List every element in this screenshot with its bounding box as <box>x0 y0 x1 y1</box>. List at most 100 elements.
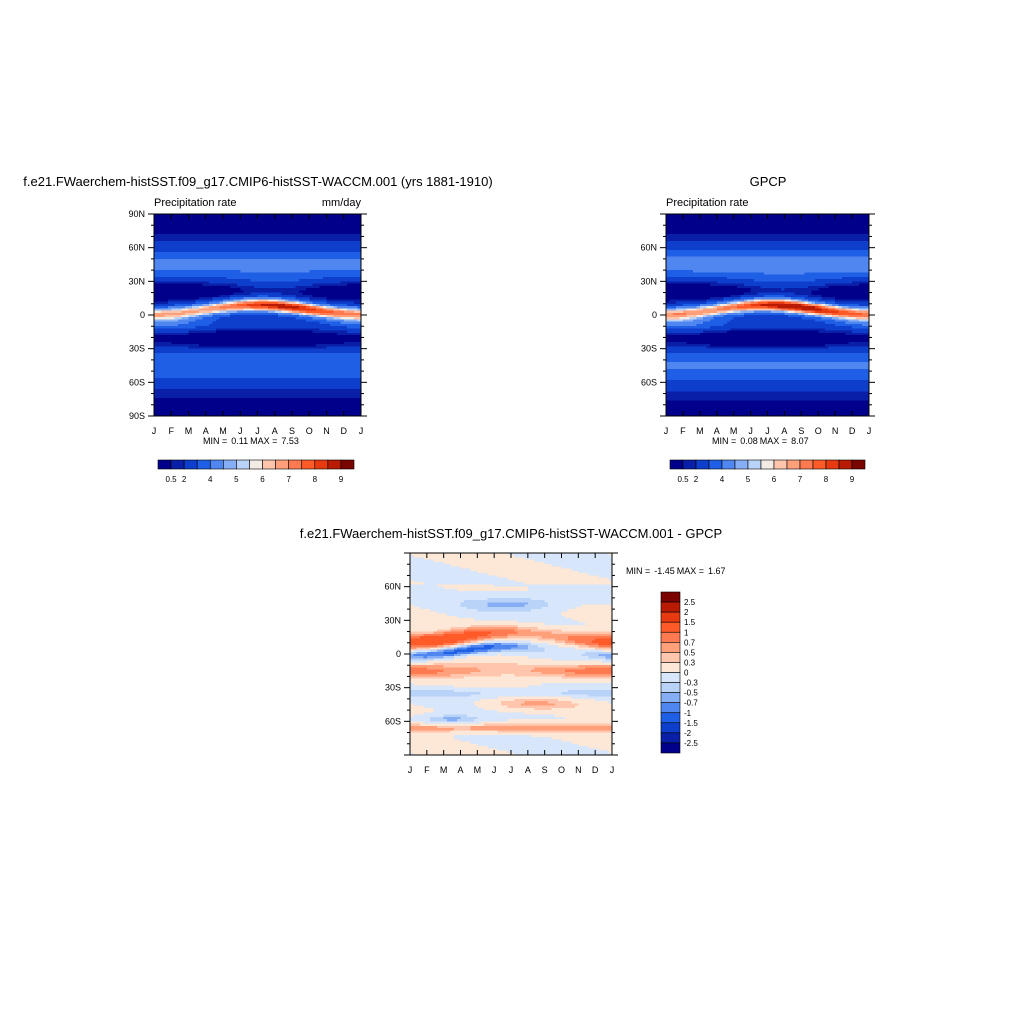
colorbar-box <box>721 459 736 470</box>
x-tick-label: J <box>152 426 157 436</box>
colorbar-label: 1.5 <box>684 618 696 627</box>
x-tick-label: J <box>610 765 615 775</box>
colorbar-box <box>660 682 681 693</box>
chart-title: f.e21.FWaerchem-histSST.f09_g17.CMIP6-hi… <box>23 174 492 189</box>
y-tick-label: 60N <box>128 243 145 253</box>
x-tick-label: M <box>219 426 227 436</box>
colorbar-label: 5 <box>234 475 239 484</box>
y-tick-label: 60S <box>641 377 657 387</box>
x-tick-label: J <box>238 426 243 436</box>
colorbar-box <box>799 459 814 470</box>
stats-min-label: MIN = <box>712 436 736 446</box>
x-tick-label: D <box>592 765 599 775</box>
x-tick-label: F <box>424 765 430 775</box>
stats-max: 1.67 <box>708 566 726 576</box>
colorbar-box <box>773 459 788 470</box>
colorbar-box <box>183 459 198 470</box>
stats-min: 0.11 <box>231 436 248 446</box>
chart-units-label: mm/day <box>322 197 362 209</box>
x-tick-label: O <box>558 765 565 775</box>
colorbar-box <box>262 459 276 470</box>
stats-max: 7.53 <box>281 436 299 446</box>
chart-title: GPCP <box>750 174 787 189</box>
colorbar-box <box>327 459 342 470</box>
colorbar-box <box>196 459 211 470</box>
colorbar-box <box>660 732 681 744</box>
stats-max: 8.07 <box>791 436 809 446</box>
colorbar-box <box>288 459 303 470</box>
colorbar-label: 9 <box>339 475 344 484</box>
contour-field <box>410 553 613 756</box>
colorbar-box <box>825 459 840 470</box>
colorbar-label: 6 <box>260 475 265 484</box>
stats-min: 0.08 <box>740 436 758 446</box>
colorbar-box <box>851 459 866 470</box>
y-tick-label: 0 <box>140 310 145 320</box>
x-tick-label: O <box>306 426 313 436</box>
x-tick-label: J <box>867 426 872 436</box>
colorbar-box <box>734 459 749 470</box>
colorbar-box <box>157 459 172 470</box>
x-tick-label: S <box>798 426 804 436</box>
colorbar-label: 8 <box>313 475 318 484</box>
colorbar-label: -0.3 <box>684 679 698 688</box>
colorbar-label: 9 <box>850 475 855 484</box>
colorbar-box <box>660 662 681 673</box>
contour-field <box>666 214 870 417</box>
x-tick-label: D <box>849 426 856 436</box>
colorbar-label: 1 <box>684 628 689 637</box>
colorbar-label: -1 <box>684 709 692 718</box>
colorbar-box <box>209 459 224 470</box>
colorbar-box <box>223 459 237 470</box>
colorbar-label: 2 <box>182 475 187 484</box>
colorbar-box <box>275 459 289 470</box>
colorbar-label: 0.5 <box>677 475 689 484</box>
colorbar-label: -0.5 <box>684 689 698 698</box>
colorbar-label: 5 <box>746 475 751 484</box>
x-tick-label: J <box>255 426 260 436</box>
colorbar-box <box>660 611 681 623</box>
colorbar-label: 7 <box>798 475 803 484</box>
x-tick-label: M <box>474 765 482 775</box>
chart-panel-3: J F M A M J J A S O N D J60N30N030S60Sf.e21.FWaerche… <box>300 526 726 775</box>
colorbar-box <box>747 459 762 470</box>
x-tick-label: A <box>457 765 463 775</box>
chart-left-label: Precipitation rate <box>154 197 237 209</box>
colorbar-box <box>660 621 681 633</box>
colorbar-box <box>682 459 697 470</box>
x-tick-label: A <box>203 426 209 436</box>
x-tick-label: A <box>714 426 720 436</box>
contour-field <box>154 214 362 417</box>
x-tick-label: S <box>542 765 548 775</box>
colorbar-label: -1.5 <box>684 719 698 728</box>
stats-max-label: MAX = <box>677 566 704 576</box>
x-tick-label: M <box>440 765 448 775</box>
x-tick-label: M <box>185 426 193 436</box>
stats-min-label: MIN = <box>626 566 650 576</box>
colorbar-label: 2 <box>684 608 689 617</box>
colorbar-box <box>660 591 681 603</box>
colorbar-label: 2 <box>694 475 699 484</box>
x-tick-label: J <box>408 765 413 775</box>
colorbar-box <box>660 742 681 754</box>
colorbar-box <box>660 601 681 613</box>
x-tick-label: S <box>289 426 295 436</box>
colorbar-label: 4 <box>208 475 213 484</box>
y-tick-label: 60N <box>384 582 401 592</box>
colorbar-box <box>660 702 681 714</box>
colorbar-box <box>660 652 681 663</box>
colorbar-box <box>786 459 801 470</box>
y-tick-label: 60S <box>385 716 401 726</box>
colorbar-box <box>170 459 185 470</box>
x-tick-label: J <box>359 426 364 436</box>
colorbar: 0.5 2 4 5 6 7 8 9 <box>669 459 866 484</box>
x-tick-label: M <box>730 426 738 436</box>
colorbar-label: 0.5 <box>166 475 178 484</box>
colorbar-box <box>660 642 681 653</box>
x-tick-label: M <box>696 426 704 436</box>
colorbar-label: 6 <box>772 475 777 484</box>
x-tick-label: F <box>680 426 686 436</box>
colorbar: 2.521.510.70.50.3 0-0.3-0.5-0.7-1-1.5-2-2… <box>660 591 698 754</box>
colorbar-box <box>838 459 853 470</box>
